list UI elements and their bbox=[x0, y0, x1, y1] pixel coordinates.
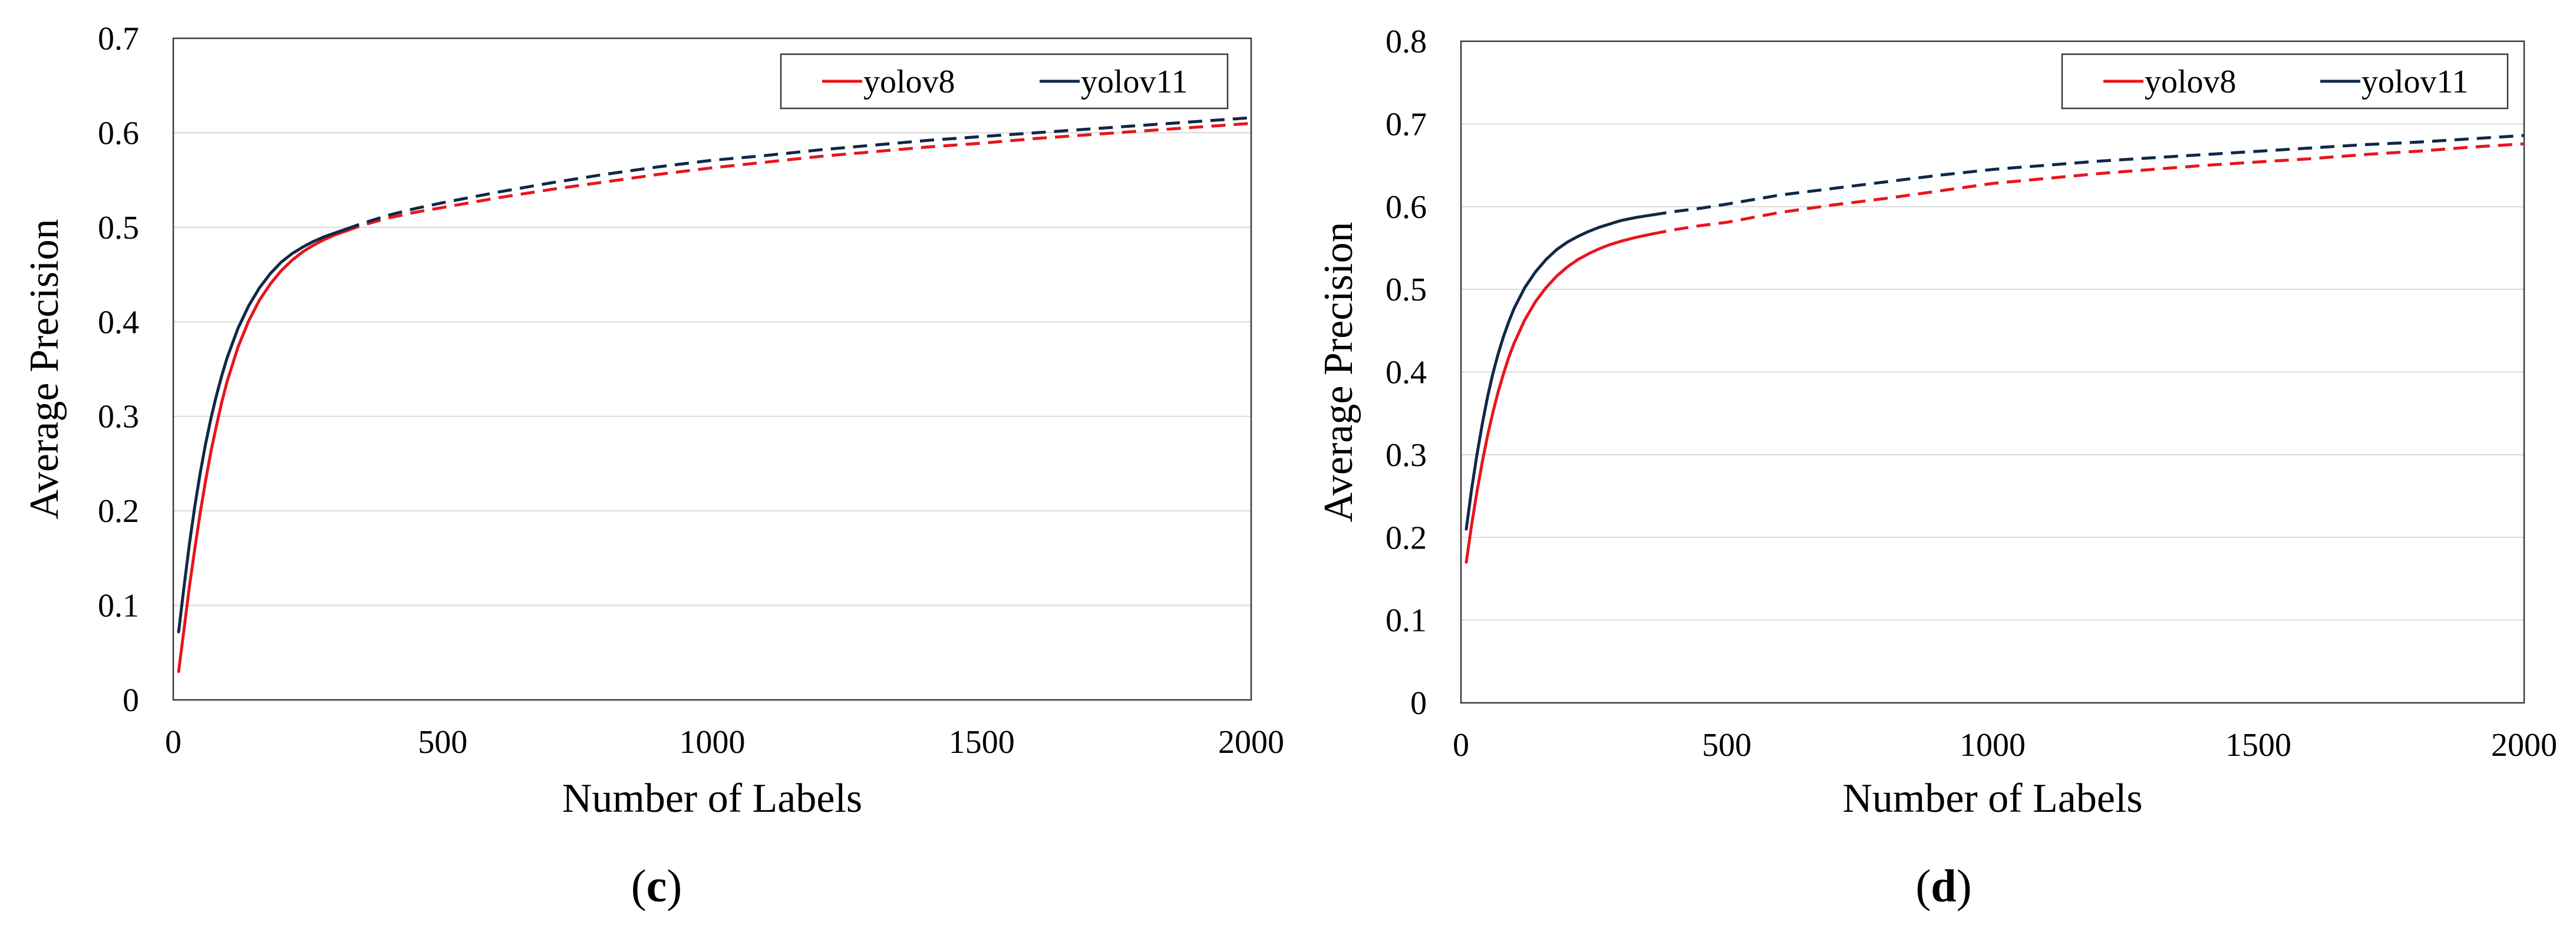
chart-panel-c: 0 0.1 0.2 0.3 0.4 0.5 0.6 0.7 0 500 1000 1500 2000 Nu… bbox=[22, 21, 1284, 911]
y-tick-label-c-7: 0.7 bbox=[98, 21, 139, 57]
legend-label-d-yolov11: yolov11 bbox=[2361, 64, 2468, 100]
chart-panel-d: 0 0.1 0.2 0.3 0.4 0.5 0.6 0.7 0.8 0 500 1000 1500 200… bbox=[1316, 24, 2557, 911]
x-tick-label-c-4: 2000 bbox=[1218, 724, 1284, 761]
y-tick-label-c-6: 0.6 bbox=[98, 115, 139, 151]
panel-caption-d: (d) bbox=[1915, 860, 1971, 911]
y-tick-label-c-1: 0.1 bbox=[98, 588, 139, 624]
series-line-dashed-c-yolov8 bbox=[345, 121, 1252, 233]
y-tick-label-d-3: 0.3 bbox=[1386, 437, 1427, 474]
y-tick-label-c-5: 0.5 bbox=[98, 210, 139, 246]
series-line-dashed-d-yolov11 bbox=[1652, 134, 2525, 217]
y-tick-label-d-1: 0.1 bbox=[1386, 603, 1427, 639]
y-tick-label-c-0: 0 bbox=[123, 682, 139, 719]
y-tick-label-c-3: 0.3 bbox=[98, 399, 139, 435]
x-tick-label-c-3: 1500 bbox=[949, 724, 1015, 761]
legend-label-c-yolov11: yolov11 bbox=[1081, 64, 1188, 100]
y-tick-label-d-6: 0.6 bbox=[1386, 189, 1427, 226]
series-line-dashed-c-yolov11 bbox=[345, 116, 1252, 231]
x-tick-label-d-1: 500 bbox=[1702, 727, 1752, 764]
y-axis-title-c: Average Precision bbox=[22, 219, 67, 520]
y-tick-label-c-2: 0.2 bbox=[98, 493, 139, 530]
panel-caption-c: (c) bbox=[631, 860, 682, 911]
x-axis-title-c: Number of Labels bbox=[562, 776, 862, 821]
legend-label-d-yolov8: yolov8 bbox=[2145, 64, 2237, 100]
legend-label-c-yolov8: yolov8 bbox=[863, 64, 955, 100]
series-line-dashed-d-yolov8 bbox=[1652, 142, 2525, 236]
x-tick-label-c-1: 500 bbox=[418, 724, 467, 761]
x-tick-label-c-0: 0 bbox=[165, 724, 182, 761]
series-line-c-yolov8 bbox=[177, 229, 348, 673]
y-tick-label-d-5: 0.5 bbox=[1386, 272, 1427, 308]
y-tick-label-d-4: 0.4 bbox=[1386, 355, 1427, 391]
y-tick-label-d-8: 0.8 bbox=[1386, 24, 1427, 60]
plot-frame-d bbox=[1460, 40, 2525, 704]
y-tick-label-d-7: 0.7 bbox=[1386, 106, 1427, 143]
y-tick-label-c-4: 0.4 bbox=[98, 304, 139, 341]
y-axis-title-d: Average Precision bbox=[1316, 222, 1361, 523]
series-line-c-yolov11 bbox=[177, 227, 348, 633]
legend-box-c bbox=[780, 53, 1229, 110]
x-tick-label-d-3: 1500 bbox=[2225, 727, 2291, 764]
plot-frame-c bbox=[172, 37, 1252, 701]
x-tick-label-d-2: 1000 bbox=[1960, 727, 2026, 764]
series-line-d-yolov11 bbox=[1465, 213, 1654, 531]
x-tick-label-d-0: 0 bbox=[1453, 727, 1469, 764]
x-tick-label-c-2: 1000 bbox=[680, 724, 746, 761]
x-tick-label-d-4: 2000 bbox=[2491, 727, 2557, 764]
y-tick-label-d-0: 0 bbox=[1410, 685, 1427, 722]
x-axis-title-d: Number of Labels bbox=[1842, 776, 2142, 821]
series-line-d-yolov8 bbox=[1465, 232, 1654, 564]
y-tick-label-d-2: 0.2 bbox=[1386, 520, 1427, 556]
